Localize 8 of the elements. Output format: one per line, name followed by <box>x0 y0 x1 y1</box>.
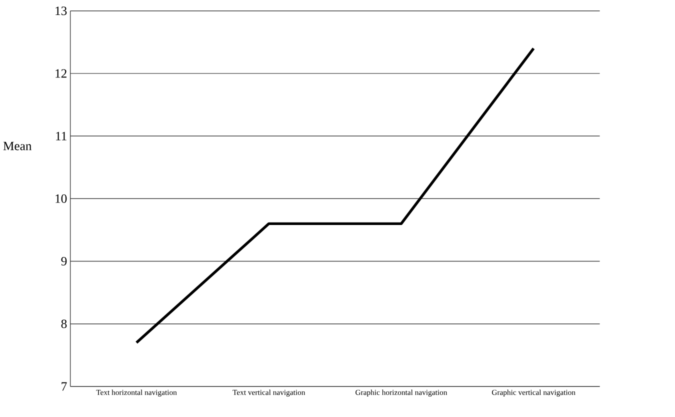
y-tick-label: 13 <box>56 6 67 15</box>
y-tick-label: 11 <box>56 132 66 140</box>
y-tick-label: 9 <box>61 256 67 266</box>
y-tick-label: 7 <box>62 382 67 390</box>
y-tick-label: 10 <box>56 194 67 203</box>
y-tick-label: 8 <box>61 319 67 328</box>
y-tick-label: 12 <box>56 69 66 78</box>
y-axis-title: Mean <box>3 142 32 150</box>
